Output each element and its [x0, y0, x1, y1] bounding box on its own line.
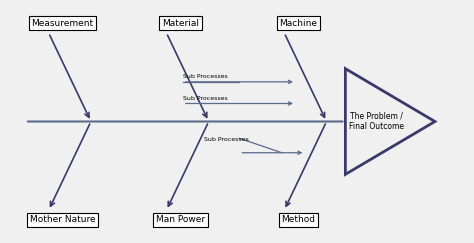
- Text: Mother Nature: Mother Nature: [30, 216, 95, 225]
- Text: The Problem /
Final Outcome: The Problem / Final Outcome: [348, 112, 403, 131]
- Text: Method: Method: [281, 216, 315, 225]
- Text: Sub Processes: Sub Processes: [204, 137, 249, 142]
- Text: Sub Processes: Sub Processes: [183, 96, 228, 101]
- Text: Machine: Machine: [279, 18, 317, 27]
- Text: Sub Processes: Sub Processes: [183, 74, 228, 79]
- Text: Man Power: Man Power: [156, 216, 205, 225]
- Text: Measurement: Measurement: [32, 18, 94, 27]
- Text: Material: Material: [162, 18, 199, 27]
